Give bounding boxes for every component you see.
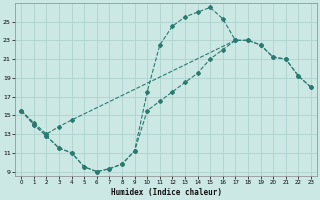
X-axis label: Humidex (Indice chaleur): Humidex (Indice chaleur) bbox=[111, 188, 221, 197]
